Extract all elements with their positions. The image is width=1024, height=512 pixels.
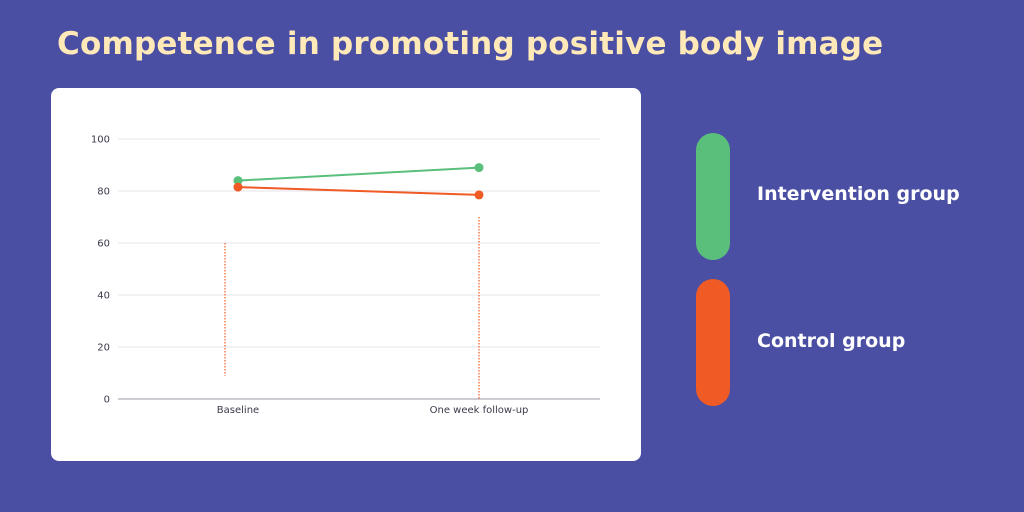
y-tick-label: 80 <box>97 187 110 198</box>
y-tick-label: 100 <box>91 135 110 146</box>
legend-label-control: Control group <box>757 330 906 352</box>
legend-swatch-control <box>696 279 730 406</box>
data-point <box>474 163 484 173</box>
series-line <box>237 166 480 182</box>
data-point <box>474 190 484 200</box>
data-point <box>233 176 243 186</box>
y-tick-label: 20 <box>97 343 110 354</box>
chart-card: 0 20 40 60 80 100 Baseline One week follow-up <box>51 88 641 461</box>
x-tick-label: One week follow-up <box>430 405 529 416</box>
legend-swatch-intervention <box>696 133 730 260</box>
data-point <box>233 182 243 192</box>
y-tick-label: 60 <box>97 239 110 250</box>
line-chart: 0 20 40 60 80 100 Baseline One week follow-up <box>91 135 600 416</box>
legend-label-intervention: Intervention group <box>757 183 960 205</box>
y-tick-label: 40 <box>97 291 110 302</box>
series-line <box>237 186 480 196</box>
y-tick-label: 0 <box>104 395 110 406</box>
chart-title: Competence in promoting positive body im… <box>57 26 884 62</box>
x-tick-label: Baseline <box>217 405 259 416</box>
